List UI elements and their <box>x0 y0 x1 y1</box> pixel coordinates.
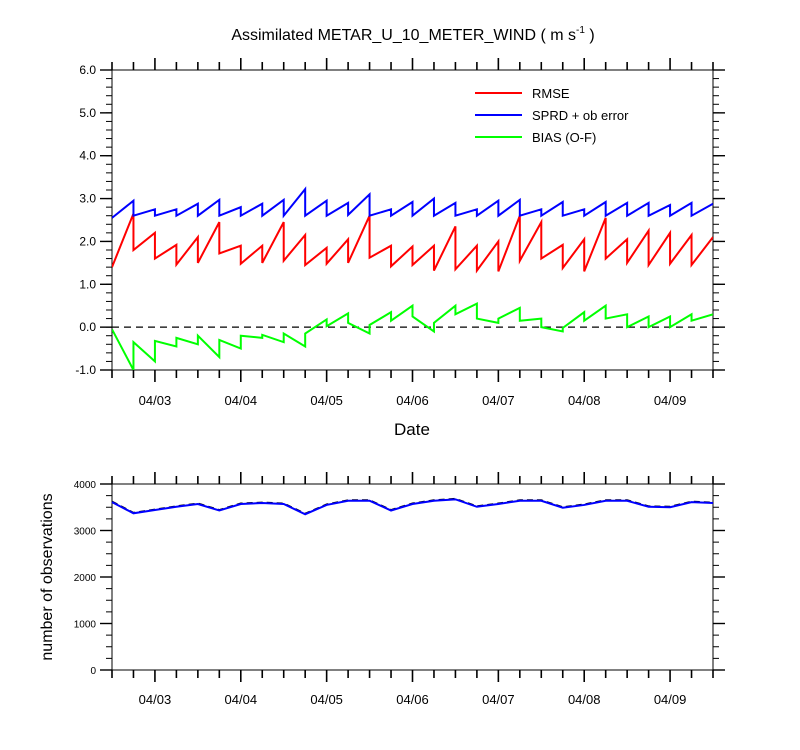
obs-count-line-2 <box>111 498 714 516</box>
chart-title: Assimilated METAR_U_10_METER_WIND ( m s-… <box>231 25 594 44</box>
y-tick-label: 3000 <box>74 527 97 538</box>
x-tick-label: 04/09 <box>654 692 687 707</box>
x-tick-label: 04/07 <box>482 393 515 408</box>
x-tick-labels: 04/03 04/04 04/05 04/06 04/07 04/08 04/09 <box>139 692 687 707</box>
y-tick-label: 4.0 <box>79 149 96 163</box>
x-tick-label: 04/09 <box>654 393 687 408</box>
y-tick-label: 5.0 <box>79 106 96 120</box>
x-tick-label: 04/05 <box>310 692 343 707</box>
x-tick-label: 04/07 <box>482 692 515 707</box>
x-tick-label: 04/05 <box>310 393 343 408</box>
series-lines <box>111 497 714 516</box>
x-tick-label: 04/04 <box>225 692 258 707</box>
rmse-spread-bias-chart: Assimilated METAR_U_10_METER_WIND ( m s-… <box>75 25 725 439</box>
x-tick-label: 04/03 <box>139 692 172 707</box>
axis-ticks <box>100 58 725 382</box>
y-tick-labels: -1.0 0.0 1.0 2.0 3.0 4.0 5.0 6.0 <box>75 63 96 377</box>
y-tick-label: 1.0 <box>79 277 96 291</box>
y-axis-label: number of observations <box>39 493 56 660</box>
x-tick-labels: 04/03 04/04 04/05 04/06 04/07 04/08 04/09 <box>139 393 687 408</box>
y-tick-label: 2000 <box>74 573 97 584</box>
y-tick-label: 0.0 <box>79 320 96 334</box>
axis-ticks <box>100 472 725 682</box>
series-line-sprd-ob-error <box>112 186 713 219</box>
legend-label: RMSE <box>532 86 570 101</box>
x-tick-label: 04/04 <box>225 393 258 408</box>
series-lines <box>112 186 713 370</box>
x-tick-label: 04/06 <box>396 393 429 408</box>
y-tick-labels: 0 1000 2000 3000 4000 <box>74 480 97 677</box>
y-tick-label: 0 <box>90 666 96 677</box>
y-tick-label: 2.0 <box>79 234 96 248</box>
y-tick-label: 4000 <box>74 480 97 491</box>
y-tick-label: 1000 <box>74 620 97 631</box>
x-tick-label: 04/08 <box>568 393 601 408</box>
legend-label: BIAS (O-F) <box>532 130 596 145</box>
x-tick-label: 04/03 <box>139 393 172 408</box>
x-axis-label: Date <box>394 420 430 439</box>
plot-area-frame <box>111 483 714 671</box>
x-tick-label: 04/08 <box>568 692 601 707</box>
y-tick-label: -1.0 <box>75 363 96 377</box>
legend: RMSE SPRD + ob error BIAS (O-F) <box>475 86 629 145</box>
x-tick-label: 04/06 <box>396 692 429 707</box>
y-tick-label: 6.0 <box>79 63 96 77</box>
series-line-bias-o-f <box>112 301 713 370</box>
y-tick-label: 3.0 <box>79 192 96 206</box>
legend-label: SPRD + ob error <box>532 108 629 123</box>
series-line-rmse <box>112 213 713 274</box>
